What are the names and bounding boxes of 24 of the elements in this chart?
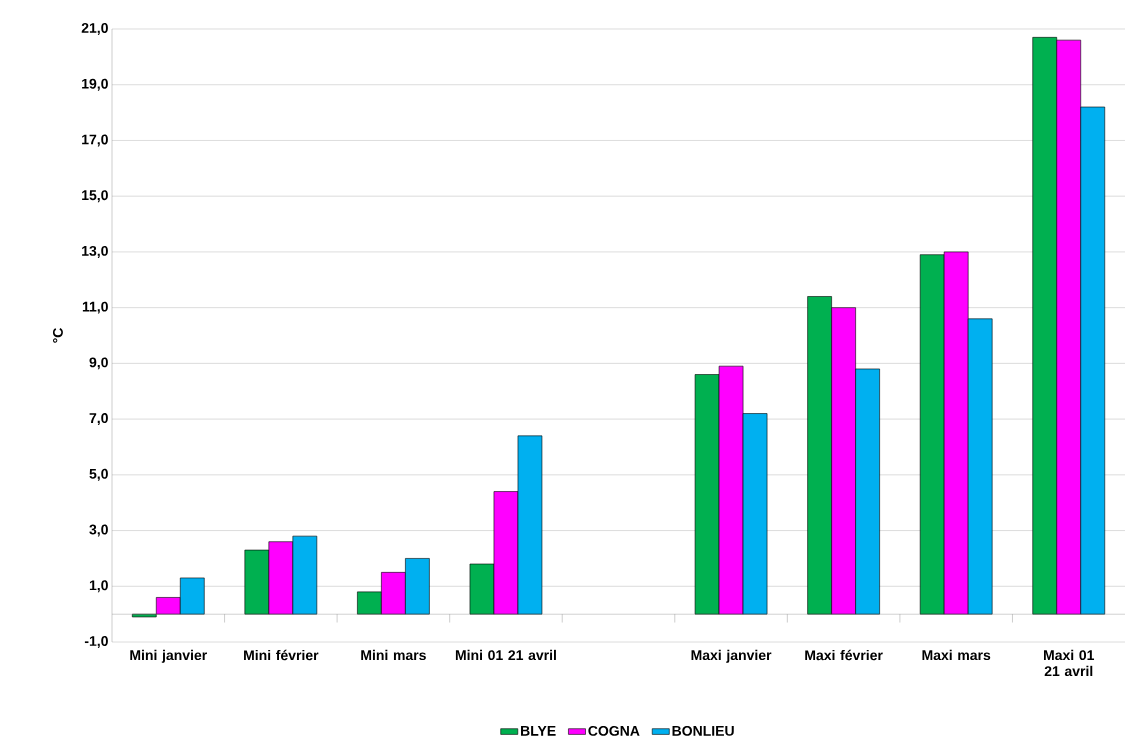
legend-label: BLYE	[521, 725, 556, 736]
y-tick-label: 7,0	[89, 413, 108, 426]
legend-label: BONLIEU	[672, 725, 734, 736]
x-tick-label: Mini 01 21 avril	[455, 649, 556, 661]
x-tick-label: Maxi février	[805, 649, 883, 661]
y-tick-label: 19,0	[82, 78, 108, 91]
x-tick-label: Maxi 01 21 avril	[1043, 649, 1095, 677]
y-axis-title: °C	[52, 328, 63, 343]
x-tick-label: Mini janvier	[130, 649, 207, 663]
y-tick-label: 9,0	[89, 357, 108, 370]
y-tick-label: 13,0	[82, 245, 108, 258]
y-tick-label: 3,0	[89, 524, 108, 537]
y-tick-label: 15,0	[82, 190, 108, 203]
x-tick-label: Maxi mars	[922, 649, 991, 661]
x-tick-label: Mini mars	[361, 649, 426, 661]
y-tick-label: 11,0	[82, 301, 108, 314]
y-tick-label: 1,0	[89, 580, 108, 593]
x-tick-label: Maxi janvier	[691, 649, 772, 663]
y-tick-label: 5,0	[89, 468, 108, 481]
y-tick-label: -1,0	[84, 636, 108, 648]
y-tick-label: 21,0	[81, 22, 108, 35]
legend-label: COGNA	[588, 725, 640, 736]
y-tick-label: 17,0	[82, 134, 108, 147]
x-tick-label: Mini février	[244, 649, 319, 661]
